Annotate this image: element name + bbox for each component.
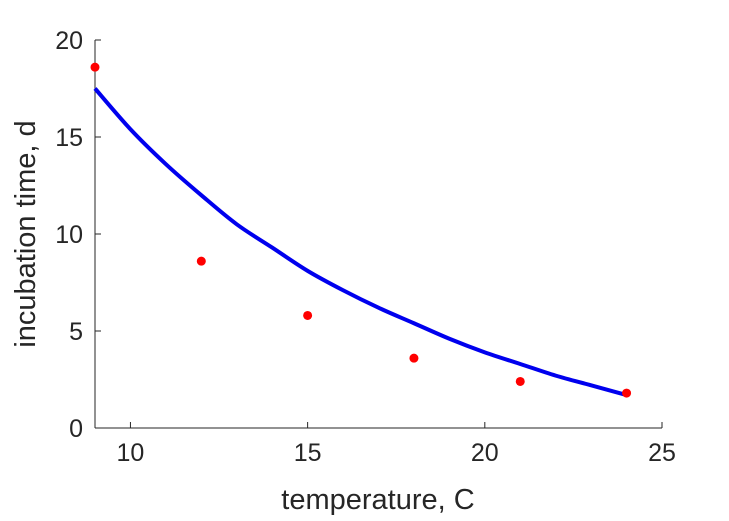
data-point xyxy=(303,310,313,320)
y-tick-label: 15 xyxy=(55,124,83,152)
axes xyxy=(94,40,662,429)
data-points xyxy=(90,62,632,398)
x-tick-label: 15 xyxy=(294,439,322,467)
data-point xyxy=(196,256,206,266)
x-axis-label: temperature, C xyxy=(281,484,474,516)
data-point xyxy=(409,353,419,363)
x-tick-label: 10 xyxy=(117,439,145,467)
data-point xyxy=(515,376,525,386)
x-tick-label: 20 xyxy=(471,439,499,467)
data-point xyxy=(622,388,632,398)
y-tick-label: 0 xyxy=(69,415,83,443)
y-tick-label: 10 xyxy=(55,221,83,249)
y-axis-label: incubation time, d xyxy=(10,120,42,347)
x-tick-label: 25 xyxy=(648,439,676,467)
fit-curve xyxy=(93,87,628,397)
data-point xyxy=(90,62,100,72)
y-tick-label: 20 xyxy=(55,27,83,55)
ticks: 10 15 20 25 0 5 10 15 20 xyxy=(55,27,676,467)
y-tick-label: 5 xyxy=(69,318,83,346)
